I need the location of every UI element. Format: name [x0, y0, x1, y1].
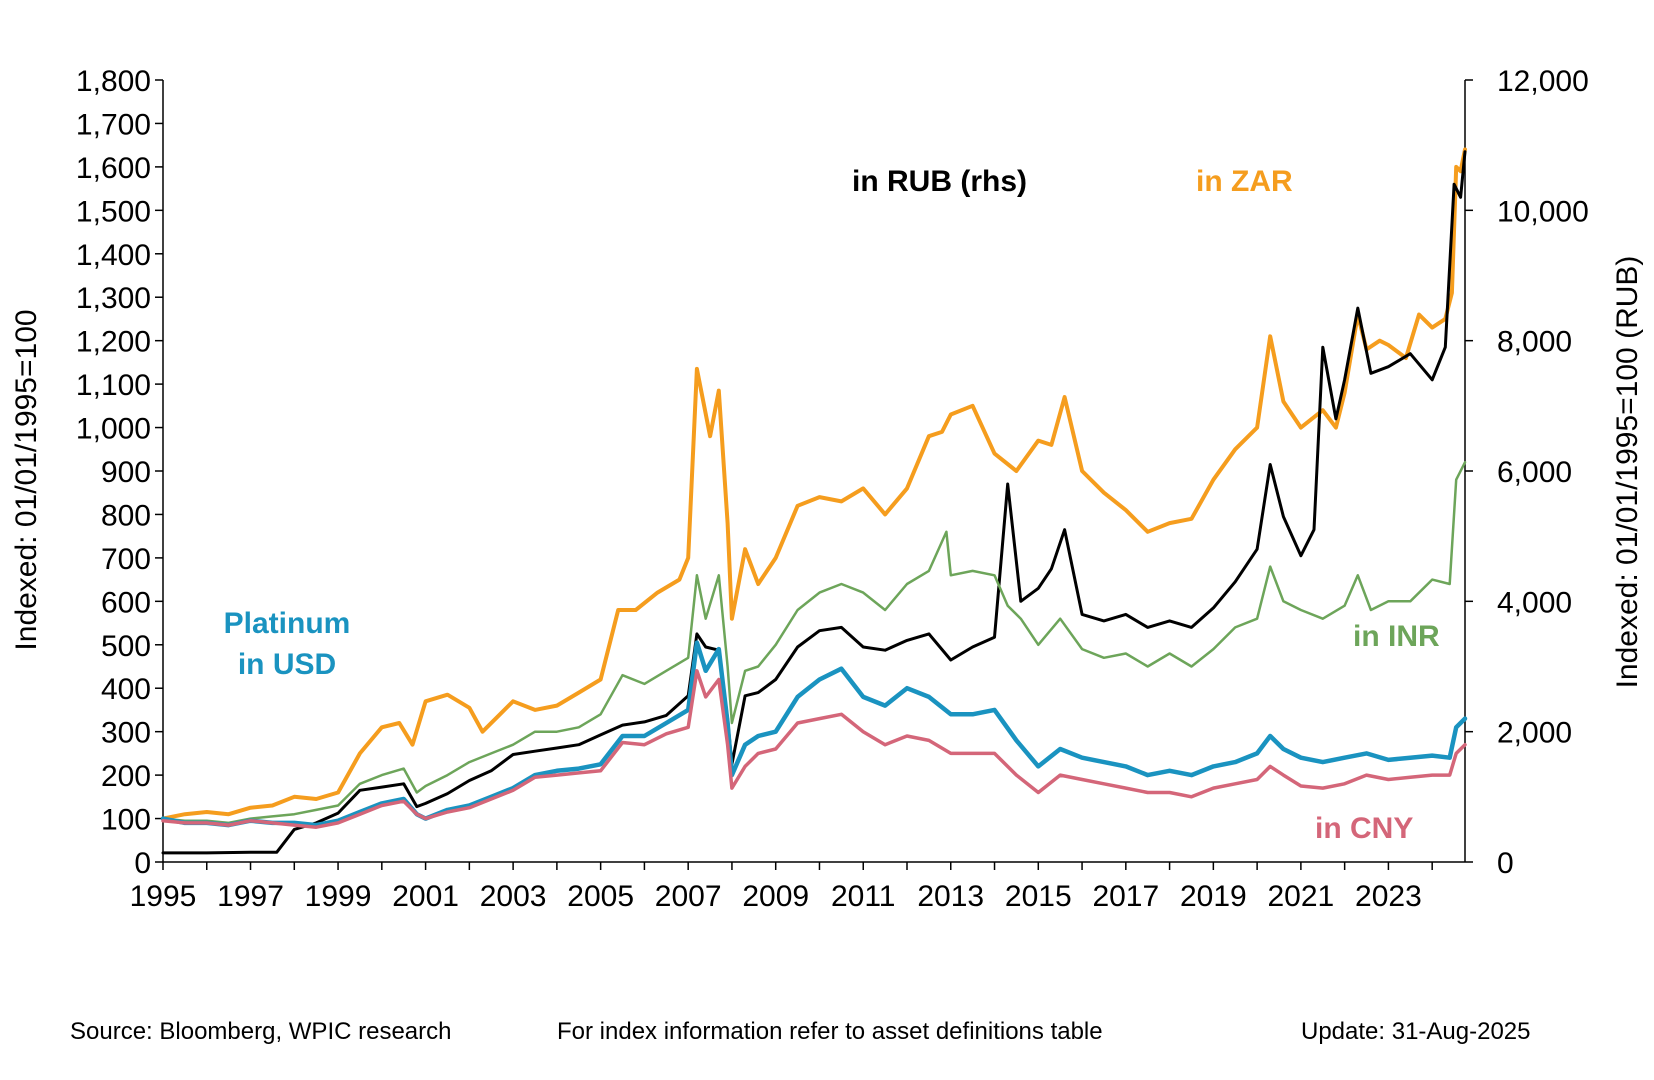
x-tick-label: 2007: [655, 880, 722, 913]
y2-axis-title: Indexed: 01/01/1995=100 (RUB): [1611, 256, 1644, 689]
x-tick-label: 2013: [917, 880, 984, 913]
series-lines: [160, 147, 1468, 855]
y2-tick-label: 6,000: [1497, 456, 1572, 489]
x-tick-label: 2023: [1355, 880, 1422, 913]
label-zar: in ZAR: [1196, 165, 1293, 198]
x-tick-label: 1999: [305, 880, 372, 913]
y-tick-label: 1,800: [76, 65, 151, 98]
y-tick-label: 400: [101, 673, 151, 706]
x-tick-label: 2001: [392, 880, 459, 913]
y-tick-label: 1,100: [76, 369, 151, 402]
label-usd-line2: in USD: [238, 648, 336, 681]
x-tick-label: 2009: [742, 880, 809, 913]
y-axis-title: Indexed: 01/01/1995=100: [10, 309, 43, 650]
x-tick-label: 1995: [130, 880, 197, 913]
y-tick-label: 200: [101, 760, 151, 793]
y-tick-label: 100: [101, 804, 151, 837]
x-tick-label: 2021: [1268, 880, 1335, 913]
x-tick-label: 1997: [217, 880, 284, 913]
y-tick-label: 500: [101, 630, 151, 663]
chart: 0 100 200 300 400 500 600 700 800 900 1,000 1,100 1,…: [10, 65, 1644, 913]
x-tick-label: 2011: [831, 880, 896, 913]
y-tick-label: 1,400: [76, 239, 151, 272]
footer-update: Update: 31-Aug-2025: [1301, 1018, 1531, 1045]
x-tick-label: 2003: [480, 880, 547, 913]
label-inr: in INR: [1353, 620, 1440, 653]
x-tick-label: 2019: [1180, 880, 1247, 913]
y-tick-label: 1,500: [76, 195, 151, 228]
footer-note: For index information refer to asset def…: [557, 1018, 1103, 1045]
x-tick-label: 2015: [1005, 880, 1072, 913]
y-tick-label: 1,600: [76, 152, 151, 185]
y2-tick-label: 12,000: [1497, 65, 1589, 98]
y-tick-label: 1,200: [76, 326, 151, 359]
axes: 0 100 200 300 400 500 600 700 800 900 1,000 1,100 1,…: [76, 65, 1589, 913]
series-line-rub: [161, 150, 1467, 855]
y-tick-label: 1,000: [76, 413, 151, 446]
label-rub: in RUB (rhs): [852, 165, 1027, 198]
y2-tick-label: 0: [1497, 847, 1514, 880]
y-tick-label: 800: [101, 499, 151, 532]
y2-tick-label: 10,000: [1497, 195, 1589, 228]
series-line-inr: [161, 461, 1467, 825]
y-tick-label: 600: [101, 586, 151, 619]
label-usd-line1: Platinum: [224, 607, 351, 640]
y2-tick-label: 4,000: [1497, 586, 1572, 619]
y2-tick-label: 8,000: [1497, 326, 1572, 359]
footer-source: Source: Bloomberg, WPIC research: [70, 1018, 452, 1045]
y-tick-label: 1,700: [76, 108, 151, 141]
y-tick-label: 900: [101, 456, 151, 489]
y-tick-label: 0: [134, 847, 151, 880]
series-line-cny: [161, 669, 1467, 829]
y-tick-label: 700: [101, 543, 151, 576]
series-line-zar: [161, 147, 1467, 821]
x-tick-label: 2005: [567, 880, 634, 913]
label-cny: in CNY: [1315, 812, 1413, 845]
y-tick-label: 1,300: [76, 282, 151, 315]
y2-tick-label: 2,000: [1497, 717, 1572, 750]
x-tick-label: 2017: [1092, 880, 1159, 913]
y-tick-label: 300: [101, 717, 151, 750]
series-line-usd: [160, 640, 1468, 828]
